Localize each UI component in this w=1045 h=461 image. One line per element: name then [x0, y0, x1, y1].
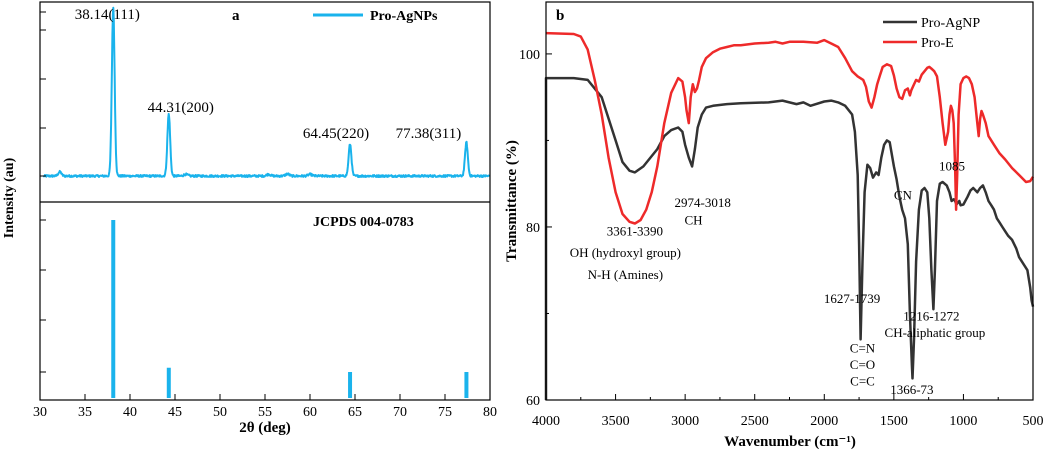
annotation-ch-range: 2974-3018 — [675, 195, 731, 210]
panel-a-xtick-label: 75 — [438, 405, 452, 420]
panel-b-y-axis-label: Transmittance (%) — [504, 140, 520, 262]
panel-a-frame — [39, 1, 491, 401]
panel-b-y-ticks: 60 80 100 — [519, 48, 552, 409]
panel-b-x-axis-label: Wavenumber (cm⁻¹) — [724, 434, 856, 450]
annotation-carbonyl-range: 1627-1739 — [824, 291, 880, 306]
reference-card-label: JCPDS 004-0783 — [313, 215, 414, 230]
panel-b-xtick-label: 2000 — [810, 414, 838, 429]
panel-b-ytick-label: 80 — [526, 221, 540, 236]
panel-b-title: b — [556, 8, 564, 24]
panel-b-annotations: 3361-3390 OH (hydroxyl group) N-H (Amine… — [570, 159, 986, 397]
annotation-aliphatic-range: 1216-1272 — [903, 308, 959, 323]
pro-e-line — [545, 31, 1035, 225]
reference-sticks-group — [111, 220, 469, 398]
annotation-oh-range: 3361-3390 — [607, 224, 663, 239]
panel-a-xtick-label: 35 — [78, 405, 92, 420]
panel-b-ytick-label: 100 — [519, 48, 540, 63]
panel-a-title: a — [232, 8, 240, 24]
legend-label-pro-agnp: Pro-AgNP — [921, 16, 980, 31]
panel-b-ytick-label: 60 — [526, 394, 540, 409]
peak-label-200: 44.31(200) — [148, 100, 214, 116]
annotation-nh-amines: N-H (Amines) — [588, 267, 663, 282]
panel-a-x-ticks: 30 35 40 45 50 55 60 65 70 75 80 — [33, 394, 497, 420]
peak-label-311: 77.38(311) — [396, 126, 462, 142]
panel-a-xtick-label: 45 — [168, 405, 182, 420]
panel-b-x-ticks: 4000 3500 3000 2500 2000 1500 1000 500 — [532, 394, 1044, 429]
panel-b-xtick-label: 500 — [1023, 414, 1044, 429]
panel-a-xtick-label: 40 — [123, 405, 137, 420]
ftir-curves-group — [544, 31, 1035, 400]
xrd-pattern-line — [42, 6, 491, 178]
annotation-cc-double: C=C — [850, 373, 875, 388]
panel-a-legend-label: Pro-AgNPs — [370, 9, 438, 24]
panel-b-xtick-label: 4000 — [532, 414, 560, 429]
panel-a-xtick-label: 55 — [258, 405, 272, 420]
legend-label-pro-e: Pro-E — [921, 36, 954, 51]
panel-a-xtick-label: 30 — [33, 405, 47, 420]
annotation-oh-group: OH (hydroxyl group) — [570, 245, 681, 260]
panel-a-x-axis-label: 2θ (deg) — [239, 420, 291, 436]
annotation-1085: 1085 — [939, 159, 965, 174]
annotation-cn-double: C=N — [850, 340, 876, 355]
annotation-cn: CN — [894, 187, 913, 202]
panel-b-xtick-label: 1000 — [949, 414, 977, 429]
panel-a-xtick-label: 80 — [483, 405, 497, 420]
panel-b-xtick-label: 3000 — [671, 414, 699, 429]
pro-agnp-line — [544, 76, 1035, 400]
panel-a-y-axis-label: Intensity (au) — [2, 157, 17, 238]
xrd-pattern-group — [42, 6, 491, 178]
panel-b-xtick-label: 2500 — [741, 414, 769, 429]
annotation-1366: 1366-73 — [890, 382, 933, 397]
panel-b-xtick-label: 1500 — [880, 414, 908, 429]
annotation-ch: CH — [684, 212, 702, 227]
annotation-co-double: C=O — [850, 357, 875, 372]
panel-a: 30 35 40 45 50 55 60 65 70 75 80 a Pro-AgNPs JCPDS… — [2, 1, 497, 436]
peak-label-220: 64.45(220) — [303, 126, 369, 142]
panel-a-xtick-label: 65 — [348, 405, 362, 420]
annotation-aliphatic-group: CH-aliphatic group — [885, 325, 986, 340]
panel-b: 4000 3500 3000 2500 2000 1500 1000 500 6080100 … — [504, 1, 1044, 450]
panel-a-xtick-label: 50 — [213, 405, 227, 420]
peak-label-111: 38.14(111) — [75, 7, 140, 23]
panel-b-xtick-label: 3500 — [602, 414, 630, 429]
panel-a-xtick-label: 70 — [393, 405, 407, 420]
panel-a-xtick-label: 60 — [303, 405, 317, 420]
